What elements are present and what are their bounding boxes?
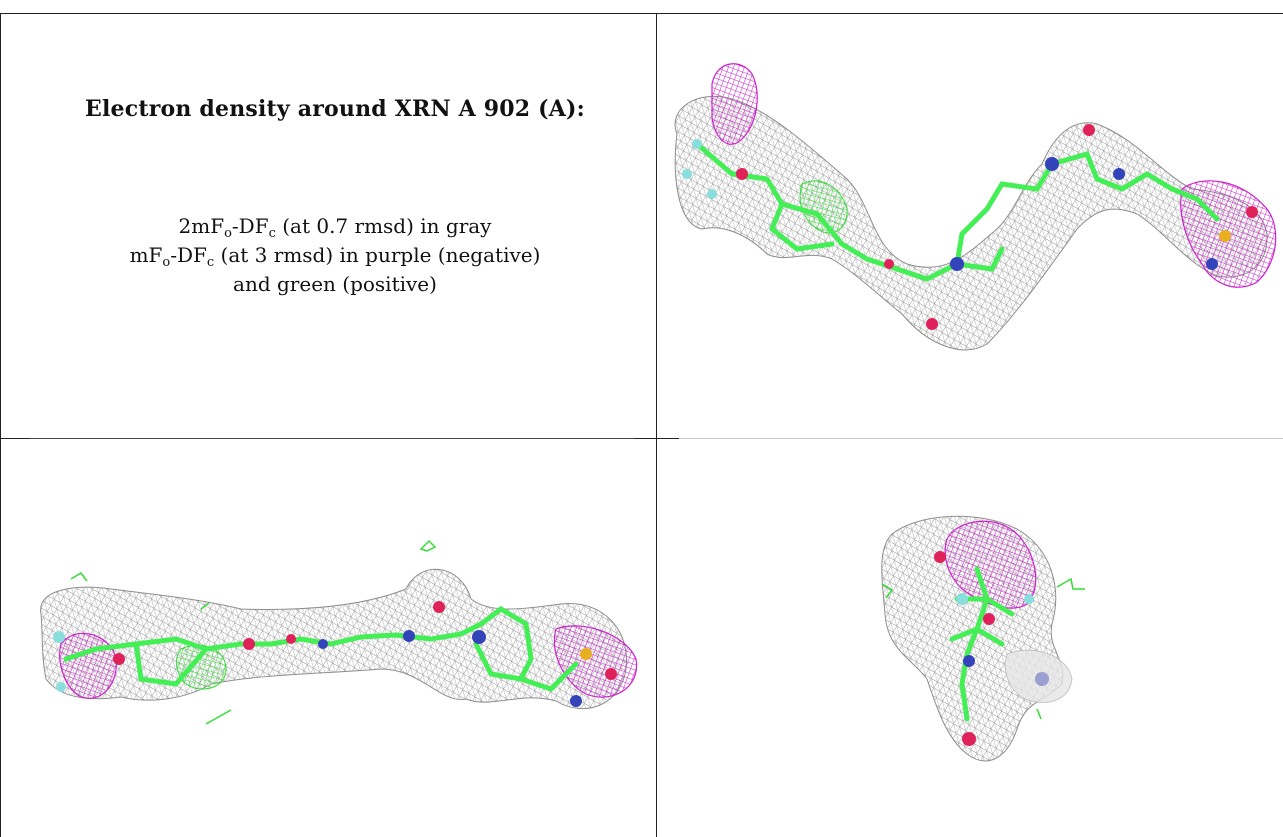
density-view-3 xyxy=(657,439,1283,837)
border-top xyxy=(0,13,1283,14)
purple-density-left xyxy=(711,63,758,145)
ligand-sticks xyxy=(694,141,1220,282)
divider-tick-left xyxy=(0,438,30,439)
figure-title: Electron density around XRN A 902 (A): xyxy=(85,96,585,122)
green-density-fragments xyxy=(70,539,437,725)
divider-tick-mid xyxy=(634,438,679,439)
purple-density-right xyxy=(553,625,638,698)
atom-spheres xyxy=(682,124,1258,330)
ligand-sticks xyxy=(63,605,579,692)
border-left xyxy=(0,13,1,837)
gray-density-mesh xyxy=(40,568,628,710)
divider-vertical xyxy=(656,13,657,837)
atom-spheres xyxy=(53,601,617,707)
divider-horizontal-left xyxy=(30,438,634,439)
divider-horizontal-right xyxy=(634,438,1283,439)
caption-line-green: and green (positive) xyxy=(233,272,437,296)
caption-line-gray: 2mFo-DFc (at 0.7 rmsd) in gray xyxy=(178,214,492,241)
density-view-1 xyxy=(657,14,1283,438)
atom-spheres xyxy=(934,551,1049,746)
caption-line-purple: mFo-DFc (at 3 rmsd) in purple (negative) xyxy=(129,243,541,270)
density-view-2 xyxy=(1,439,656,837)
green-density-fragments xyxy=(881,577,1085,720)
figure-caption: 2mFo-DFc (at 0.7 rmsd) in gray mFo-DFc (… xyxy=(20,212,650,299)
